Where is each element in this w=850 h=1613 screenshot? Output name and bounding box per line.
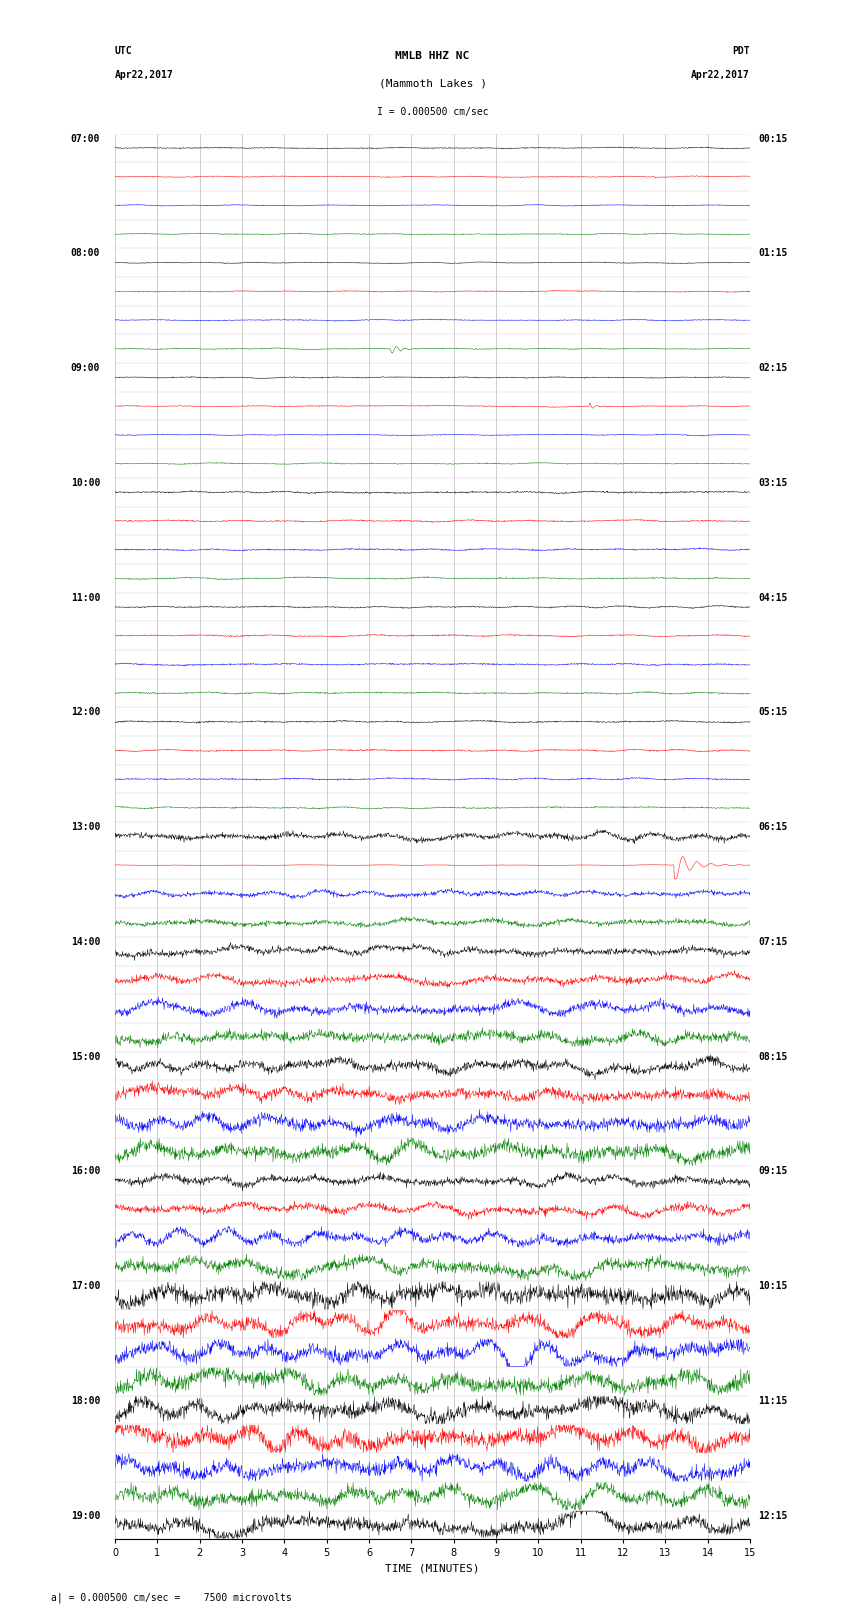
- Text: (Mammoth Lakes ): (Mammoth Lakes ): [378, 79, 486, 89]
- Text: 03:15: 03:15: [758, 477, 788, 487]
- Text: 13:00: 13:00: [71, 823, 100, 832]
- Text: 12:00: 12:00: [71, 708, 100, 718]
- Text: Apr22,2017: Apr22,2017: [691, 71, 750, 81]
- Text: 00:15: 00:15: [758, 134, 788, 144]
- Text: 06:15: 06:15: [758, 823, 788, 832]
- Text: 02:15: 02:15: [758, 363, 788, 373]
- Text: 04:15: 04:15: [758, 592, 788, 603]
- Text: 09:00: 09:00: [71, 363, 100, 373]
- Text: 01:15: 01:15: [758, 248, 788, 258]
- Text: 09:15: 09:15: [758, 1166, 788, 1176]
- Text: 10:15: 10:15: [758, 1281, 788, 1290]
- Text: a| = 0.000500 cm/sec =    7500 microvolts: a| = 0.000500 cm/sec = 7500 microvolts: [51, 1592, 292, 1603]
- Text: 11:15: 11:15: [758, 1395, 788, 1407]
- Text: 14:00: 14:00: [71, 937, 100, 947]
- Text: 19:00: 19:00: [71, 1510, 100, 1521]
- Text: 16:00: 16:00: [71, 1166, 100, 1176]
- Text: 08:15: 08:15: [758, 1052, 788, 1061]
- Text: I = 0.000500 cm/sec: I = 0.000500 cm/sec: [377, 106, 489, 116]
- Text: 12:15: 12:15: [758, 1510, 788, 1521]
- Text: 08:00: 08:00: [71, 248, 100, 258]
- Text: 11:00: 11:00: [71, 592, 100, 603]
- Text: PDT: PDT: [733, 47, 750, 56]
- Text: 10:00: 10:00: [71, 477, 100, 487]
- Text: 07:00: 07:00: [71, 134, 100, 144]
- Text: 15:00: 15:00: [71, 1052, 100, 1061]
- Text: MMLB HHZ NC: MMLB HHZ NC: [395, 50, 470, 61]
- Text: 07:15: 07:15: [758, 937, 788, 947]
- Text: 18:00: 18:00: [71, 1395, 100, 1407]
- Text: 05:15: 05:15: [758, 708, 788, 718]
- Text: 17:00: 17:00: [71, 1281, 100, 1290]
- Text: UTC: UTC: [115, 47, 133, 56]
- X-axis label: TIME (MINUTES): TIME (MINUTES): [385, 1565, 479, 1574]
- Text: Apr22,2017: Apr22,2017: [115, 71, 173, 81]
